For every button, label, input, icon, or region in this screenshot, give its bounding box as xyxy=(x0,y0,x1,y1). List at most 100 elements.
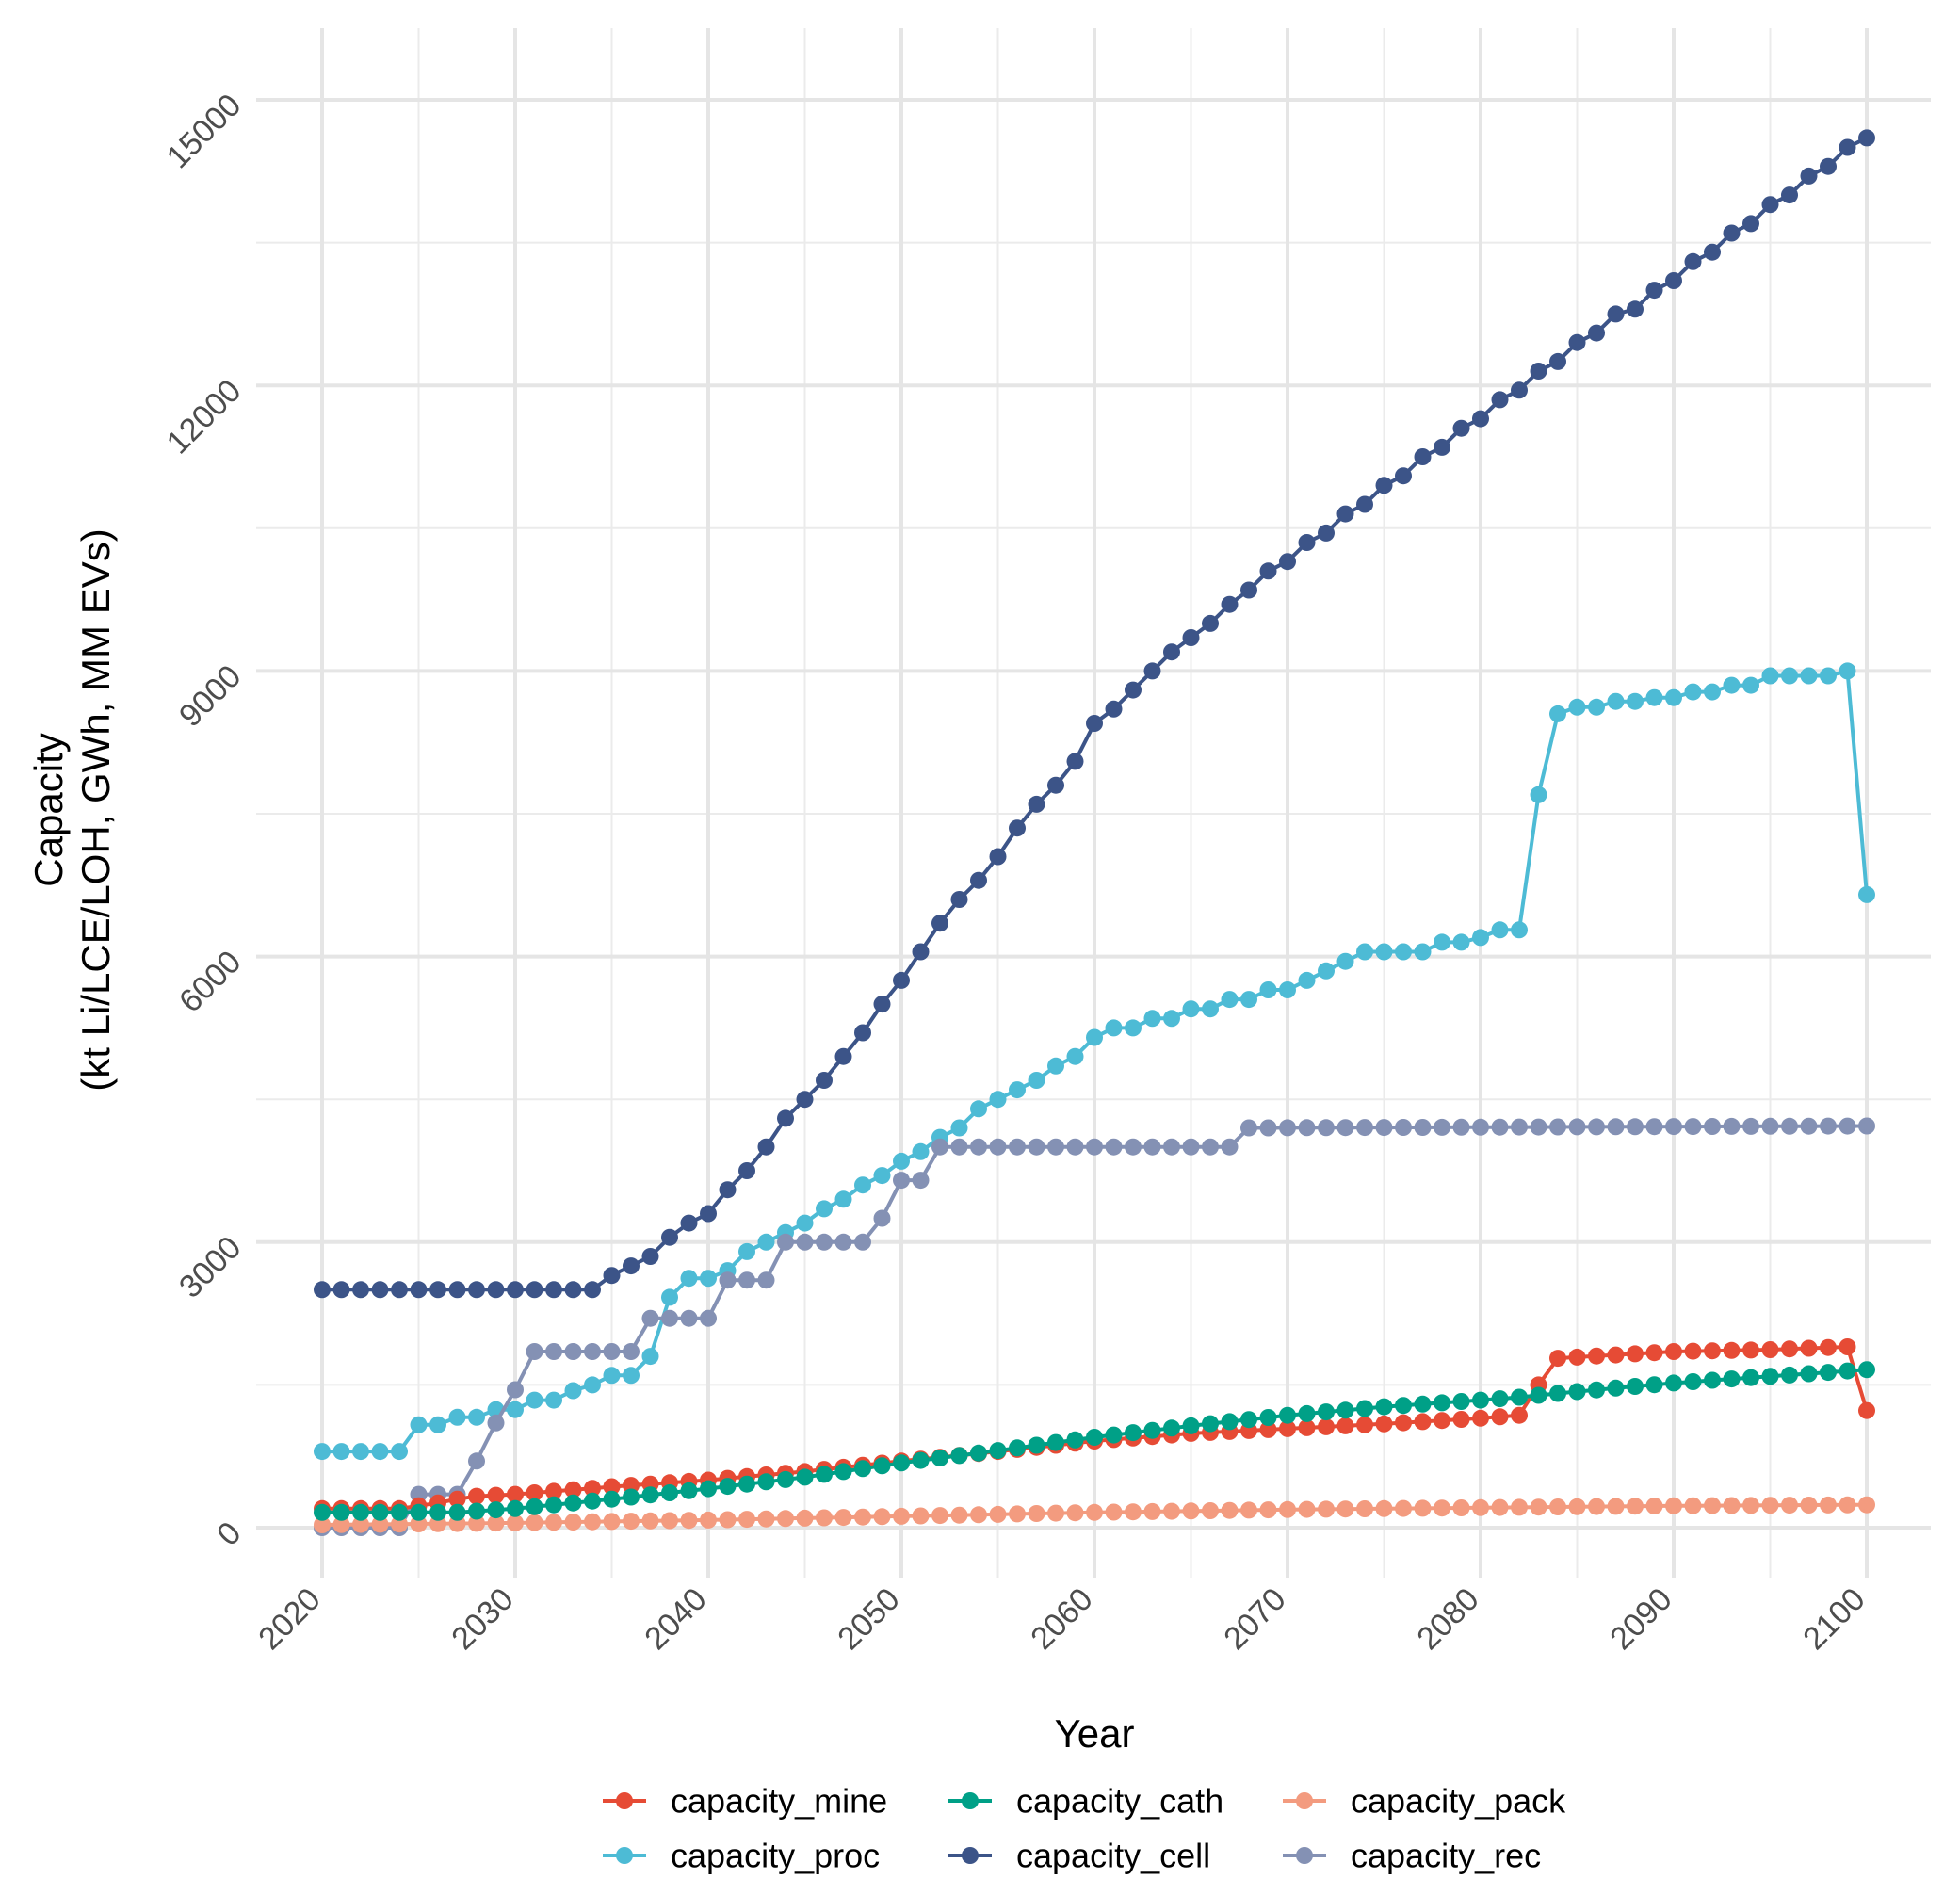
data-point xyxy=(1607,1498,1625,1515)
data-point xyxy=(893,1152,910,1170)
data-point xyxy=(1588,698,1605,716)
data-point xyxy=(1356,1119,1373,1137)
data-point xyxy=(1839,1496,1856,1514)
data-point xyxy=(1259,1501,1277,1519)
data-point xyxy=(1491,1118,1509,1136)
data-point xyxy=(1607,305,1625,323)
data-point xyxy=(1781,1340,1798,1358)
data-point xyxy=(1182,1000,1200,1018)
data-point xyxy=(641,1486,659,1504)
data-point xyxy=(1356,495,1373,513)
data-point xyxy=(1434,933,1450,951)
data-point xyxy=(1356,1400,1373,1417)
data-point xyxy=(448,1408,466,1426)
data-point xyxy=(429,1281,446,1299)
data-point xyxy=(1665,1343,1682,1360)
data-point xyxy=(1684,1118,1702,1136)
data-point xyxy=(1066,1504,1084,1522)
data-point xyxy=(1182,1138,1200,1156)
data-point xyxy=(641,1309,659,1327)
data-point xyxy=(757,1510,775,1528)
data-point xyxy=(1336,1119,1354,1137)
data-point xyxy=(1839,1117,1856,1135)
data-point xyxy=(950,1138,968,1156)
data-point xyxy=(719,1478,737,1496)
data-point xyxy=(603,1367,621,1385)
data-point xyxy=(1047,1057,1064,1075)
legend-item-capacity_cell: capacity_cell xyxy=(948,1837,1210,1875)
data-point xyxy=(1163,1419,1180,1437)
data-point xyxy=(854,1508,871,1526)
data-point xyxy=(1240,1411,1257,1429)
data-point xyxy=(1395,1499,1412,1517)
legend-key-point xyxy=(616,1847,633,1864)
data-point xyxy=(507,1485,524,1503)
legend-item-capacity_cath: capacity_cath xyxy=(948,1782,1223,1821)
data-point xyxy=(564,1481,582,1498)
data-point xyxy=(1279,1119,1296,1137)
data-point xyxy=(410,1503,428,1521)
data-point xyxy=(1298,534,1316,551)
data-point xyxy=(1511,921,1528,939)
data-point xyxy=(623,1513,640,1531)
data-point xyxy=(1259,1409,1277,1426)
data-point xyxy=(1240,1501,1257,1519)
data-point xyxy=(1568,1383,1586,1401)
data-point xyxy=(1472,410,1489,428)
series-capacity_cell xyxy=(314,129,1875,1299)
data-point xyxy=(1511,1118,1528,1136)
data-point xyxy=(873,1209,891,1227)
data-point xyxy=(1472,929,1489,947)
data-point xyxy=(1820,1117,1837,1135)
data-point xyxy=(989,848,1007,866)
data-point xyxy=(834,1509,852,1527)
data-point xyxy=(1491,1498,1509,1516)
data-point xyxy=(1723,676,1741,694)
data-point xyxy=(950,1506,968,1524)
data-point xyxy=(1318,1417,1335,1435)
data-point xyxy=(661,1309,678,1327)
legend-label: capacity_proc xyxy=(671,1837,880,1875)
data-point xyxy=(545,1482,562,1500)
data-point xyxy=(1086,1429,1103,1446)
data-point xyxy=(1047,1138,1064,1156)
data-point xyxy=(1143,662,1161,680)
data-point xyxy=(1530,363,1547,380)
data-point xyxy=(834,1190,852,1208)
data-point xyxy=(1549,705,1566,722)
legend-label: capacity_pack xyxy=(1351,1782,1566,1821)
data-point xyxy=(1549,1118,1566,1136)
major-gridlines xyxy=(256,28,1931,1578)
data-point xyxy=(1143,1138,1161,1156)
data-point xyxy=(526,1514,543,1531)
data-point xyxy=(1472,1409,1489,1427)
data-point xyxy=(1684,1497,1702,1514)
data-point xyxy=(931,1507,948,1525)
data-point xyxy=(777,1470,794,1488)
data-point xyxy=(1125,1019,1142,1037)
data-point xyxy=(584,1480,601,1498)
data-point xyxy=(487,1501,505,1519)
data-point xyxy=(757,1233,775,1251)
data-point xyxy=(873,1457,891,1475)
data-point xyxy=(1009,1081,1026,1099)
data-point xyxy=(1221,1138,1239,1156)
data-point xyxy=(1395,1119,1412,1136)
data-point xyxy=(1125,1424,1142,1442)
data-point xyxy=(391,1515,408,1533)
data-point xyxy=(1549,1385,1566,1402)
data-point xyxy=(661,1288,678,1306)
data-point xyxy=(1645,1376,1663,1394)
data-point xyxy=(1125,1503,1142,1521)
data-point xyxy=(1704,683,1721,701)
data-point xyxy=(1143,1421,1161,1439)
data-point xyxy=(1568,1348,1586,1366)
data-point xyxy=(352,1515,369,1533)
series-capacity_rec xyxy=(314,1117,1875,1536)
data-point xyxy=(1549,1498,1566,1515)
data-point xyxy=(545,1281,562,1299)
data-point xyxy=(1588,324,1605,342)
data-point xyxy=(680,1482,698,1499)
data-point xyxy=(564,1281,582,1299)
